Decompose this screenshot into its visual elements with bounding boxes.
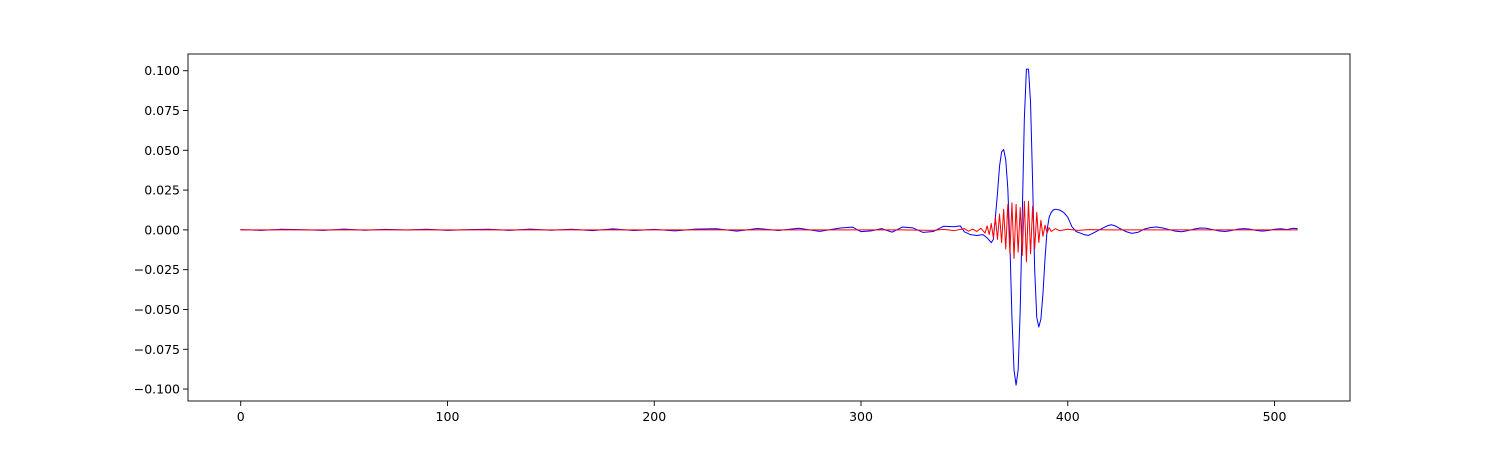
y-tick-label: 0.025 [144, 183, 180, 198]
y-tick-label: −0.100 [134, 382, 180, 397]
x-tick-label: 100 [436, 409, 460, 424]
plot-area-frame [187, 53, 1351, 402]
x-tick-label: 200 [642, 409, 666, 424]
y-tick-label: 0.075 [144, 103, 180, 118]
y-tick-label: 0.050 [144, 143, 180, 158]
y-axis: 0.100 0.075 0.050 0.025 0.000 −0.025 −0.050 −0.… [134, 63, 188, 397]
y-tick-label: 0.100 [144, 63, 180, 78]
series-line-2 [240, 200, 1298, 263]
x-tick-label: 300 [849, 409, 873, 424]
x-tick-label: 500 [1263, 409, 1287, 424]
y-tick-label: −0.025 [134, 262, 180, 277]
x-axis: 0 100 200 300 400 500 [237, 401, 1287, 424]
x-tick-label: 0 [237, 409, 245, 424]
y-tick-label: 0.000 [144, 222, 180, 237]
x-tick-label: 400 [1056, 409, 1080, 424]
y-tick-label: −0.075 [134, 342, 180, 357]
series-layer [240, 68, 1298, 386]
y-tick-label: −0.050 [134, 302, 180, 317]
series-line-1 [240, 68, 1298, 386]
